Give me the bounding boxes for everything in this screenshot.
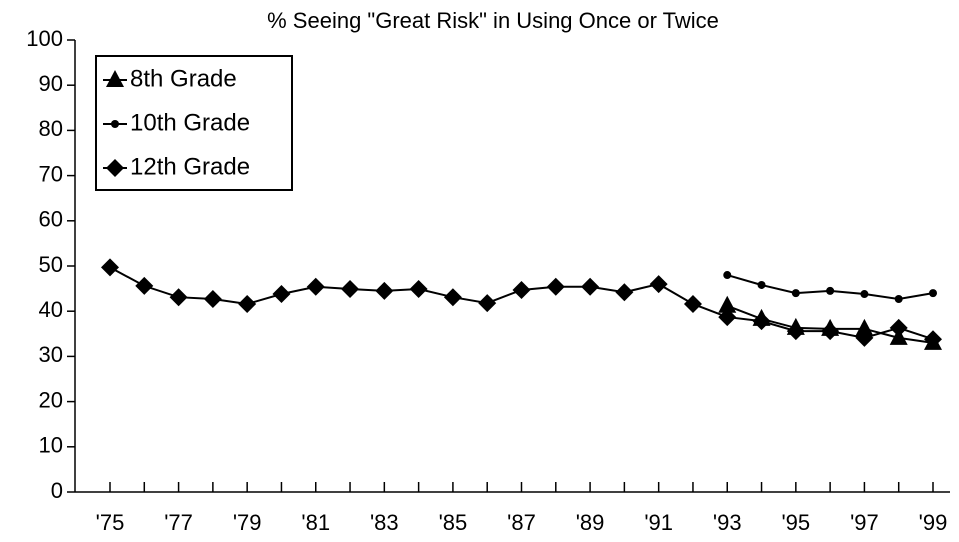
x-tick-label: '87 [507, 510, 536, 535]
marker-diamond [581, 277, 600, 296]
marker-diamond [409, 280, 428, 299]
x-tick-label: '89 [576, 510, 605, 535]
x-tick-label: '85 [439, 510, 468, 535]
marker-diamond [752, 312, 771, 331]
marker-circle [826, 286, 835, 295]
marker-diamond [683, 294, 702, 313]
marker-diamond [649, 275, 668, 294]
marker-circle [894, 294, 903, 303]
marker-diamond [169, 288, 188, 307]
x-tick-label: '97 [850, 510, 879, 535]
marker-circle [929, 289, 937, 298]
x-tick-label: '91 [644, 510, 673, 535]
y-tick-label: 0 [51, 478, 63, 503]
marker-diamond [889, 318, 908, 337]
marker-diamond [106, 159, 124, 177]
marker-diamond [306, 277, 325, 296]
x-tick-label: '81 [301, 510, 330, 535]
marker-circle [111, 120, 119, 128]
x-tick-label: '95 [781, 510, 810, 535]
x-tick-label: '99 [919, 510, 948, 535]
x-tick-label: '75 [96, 510, 125, 535]
marker-diamond [203, 289, 222, 308]
marker-diamond [615, 283, 634, 302]
marker-diamond [924, 330, 942, 349]
marker-diamond [135, 276, 154, 295]
legend-label: 8th Grade [130, 65, 237, 92]
y-tick-label: 30 [39, 342, 63, 367]
y-tick-label: 10 [39, 433, 63, 458]
legend-box [95, 55, 293, 191]
y-tick-label: 70 [39, 161, 63, 186]
chart-title: % Seeing "Great Risk" in Using Once or T… [267, 8, 719, 33]
y-tick-label: 90 [39, 71, 63, 96]
legend-label: 12th Grade [130, 153, 250, 180]
x-tick-label: '93 [713, 510, 742, 535]
marker-diamond [821, 322, 840, 341]
marker-circle [757, 280, 766, 289]
y-tick-label: 60 [39, 207, 63, 232]
y-tick-label: 50 [39, 252, 63, 277]
marker-diamond [512, 280, 531, 299]
marker-diamond [101, 258, 119, 277]
marker-diamond [375, 281, 394, 300]
y-tick-label: 40 [39, 297, 63, 322]
y-tick-label: 100 [26, 26, 63, 51]
marker-diamond [786, 322, 805, 341]
legend: 8th Grade 10th Grade 12th Grade [95, 55, 293, 191]
marker-diamond [546, 277, 565, 296]
marker-circle [860, 290, 869, 299]
marker-triangle [106, 70, 124, 87]
marker-diamond [443, 288, 462, 307]
marker-circle [791, 289, 800, 298]
y-tick-label: 20 [39, 387, 63, 412]
marker-diamond [341, 280, 360, 299]
x-tick-label: '79 [233, 510, 262, 535]
marker-diamond [718, 308, 737, 327]
x-tick-label: '77 [164, 510, 193, 535]
marker-diamond [478, 294, 497, 313]
legend-label: 10th Grade [130, 109, 250, 136]
marker-diamond [855, 328, 874, 347]
marker-triangle [718, 295, 737, 313]
marker-diamond [272, 285, 291, 304]
y-tick-label: 80 [39, 116, 63, 141]
marker-diamond [238, 294, 257, 313]
marker-triangle [855, 318, 874, 336]
marker-circle [723, 271, 732, 280]
x-tick-label: '83 [370, 510, 399, 535]
